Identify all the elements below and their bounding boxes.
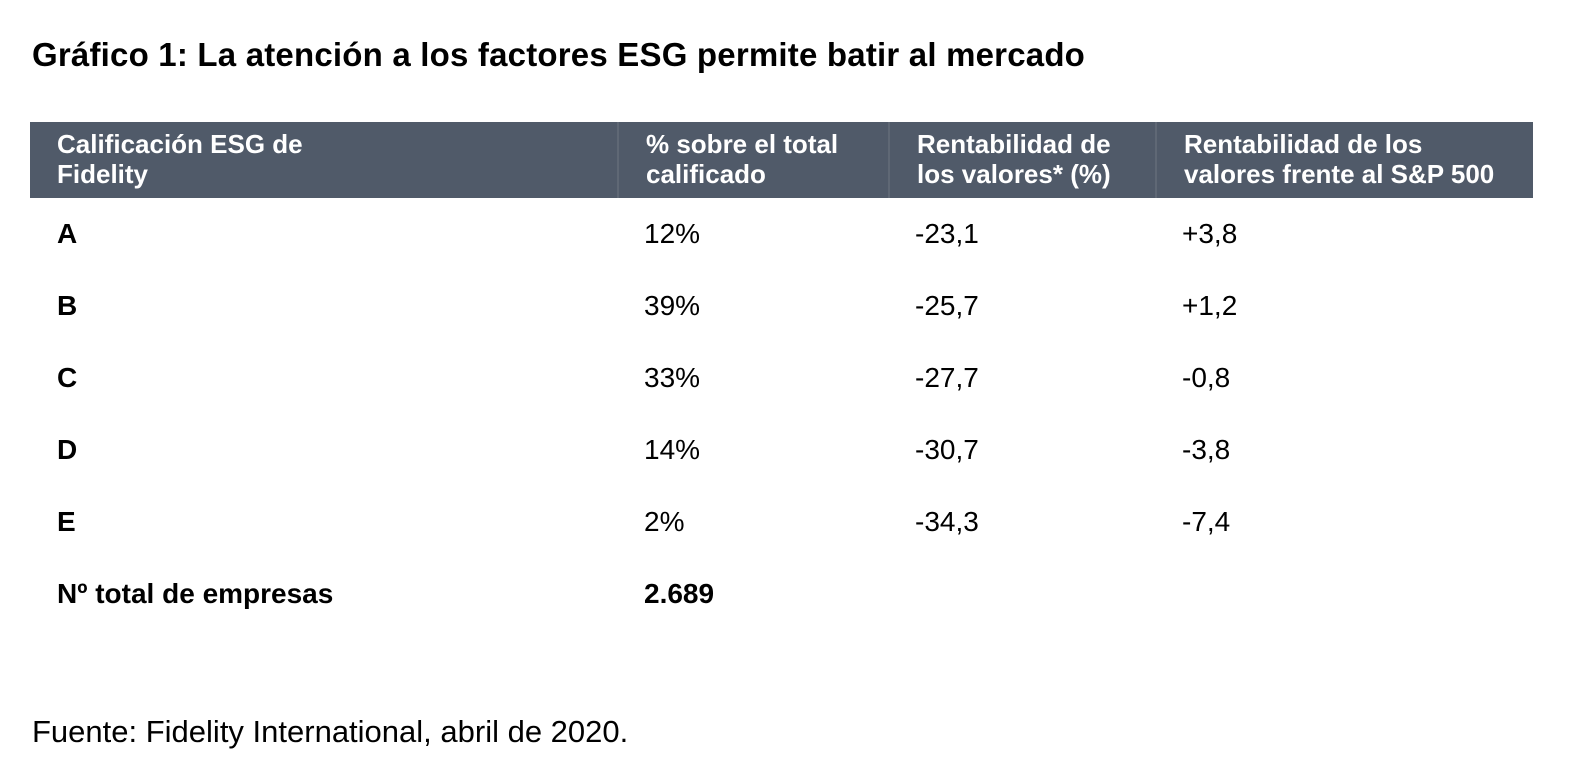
return-cell: -34,3 (915, 506, 979, 537)
column-header-pct-of-total: % sobre el total calificado (617, 122, 888, 198)
return-cell: -25,7 (915, 290, 979, 321)
esg-ratings-table: Calificación ESG de Fidelity % sobre el … (30, 122, 1533, 630)
rating-cell: E (57, 506, 76, 537)
rating-cell: C (57, 362, 78, 393)
table-body: A 12% -23,1 +3,8 B 39% -25,7 +1,2 C 33% … (30, 198, 1533, 630)
table-row-e: E 2% -34,3 -7,4 (30, 486, 1533, 558)
column-header-vs-sp500: Rentabilidad de los valores frente al S&… (1155, 122, 1533, 198)
vs-sp500-cell: +1,2 (1182, 290, 1238, 321)
figure-title: Gráfico 1: La atención a los factores ES… (32, 36, 1086, 73)
table-row-b: B 39% -25,7 +1,2 (30, 270, 1533, 342)
table-row-d: D 14% -30,7 -3,8 (30, 414, 1533, 486)
column-header-stock-return: Rentabilidad de los valores* (%) (888, 122, 1155, 198)
rating-cell: B (57, 290, 78, 321)
pct-of-total-cell: 39% (644, 290, 701, 321)
return-cell: -27,7 (915, 362, 979, 393)
pct-of-total-cell: 14% (644, 434, 701, 465)
rating-cell: D (57, 434, 78, 465)
vs-sp500-cell: +3,8 (1182, 218, 1238, 249)
pct-of-total-cell: 33% (644, 362, 701, 393)
total-label-cell: Nº total de empresas (57, 578, 334, 609)
source-note: Fuente: Fidelity International, abril de… (32, 714, 629, 749)
table-header-row: Calificación ESG de Fidelity % sobre el … (30, 122, 1533, 198)
return-cell: -30,7 (915, 434, 979, 465)
return-cell: -23,1 (915, 218, 979, 249)
table-row-total: Nº total de empresas 2.689 (30, 558, 1533, 630)
column-header-esg-rating: Calificación ESG de Fidelity (57, 129, 303, 189)
pct-of-total-cell: 12% (644, 218, 701, 249)
vs-sp500-cell: -3,8 (1182, 434, 1231, 465)
rating-cell: A (57, 218, 78, 249)
total-value-cell: 2.689 (644, 578, 715, 609)
table-row-a: A 12% -23,1 +3,8 (30, 198, 1533, 270)
pct-of-total-cell: 2% (644, 506, 685, 537)
vs-sp500-cell: -0,8 (1182, 362, 1231, 393)
table-row-c: C 33% -27,7 -0,8 (30, 342, 1533, 414)
vs-sp500-cell: -7,4 (1182, 506, 1231, 537)
